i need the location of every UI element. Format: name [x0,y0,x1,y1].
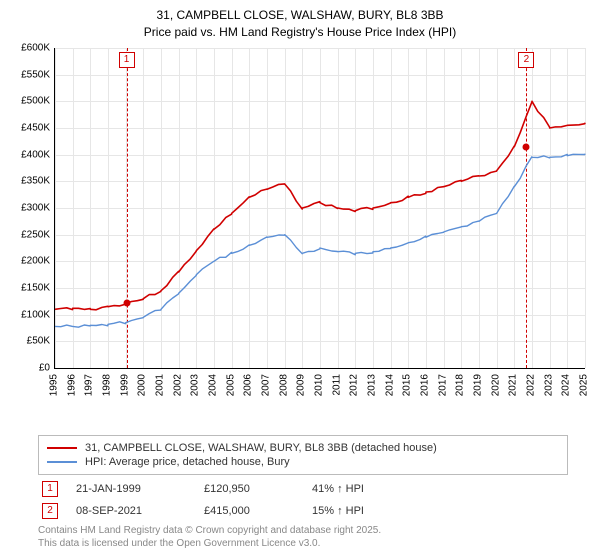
legend-swatch [47,447,77,449]
chart-subtitle: Price paid vs. HM Land Registry's House … [0,24,600,39]
chart-title: 31, CAMPBELL CLOSE, WALSHAW, BURY, BL8 3… [0,0,600,24]
x-tick-label: 2010 [314,374,325,396]
x-tick-label: 2013 [367,374,378,396]
x-tick-label: 2019 [473,374,484,396]
legend-item: 31, CAMPBELL CLOSE, WALSHAW, BURY, BL8 3… [47,441,559,455]
x-tick-label: 2000 [137,374,148,396]
legend-label: 31, CAMPBELL CLOSE, WALSHAW, BURY, BL8 3… [85,442,437,454]
x-tick-label: 1997 [84,374,95,396]
footer-line1: Contains HM Land Registry data © Crown c… [38,524,568,537]
plot-area: 12 [54,48,585,369]
y-tick-label: £150K [8,283,50,294]
y-tick-label: £500K [8,96,50,107]
x-tick-label: 2011 [331,374,342,396]
chart: 12 £0 £50K £100K £150K £200K £250K £300K £350K £… [8,48,592,398]
legend-item: HPI: Average price, detached house, Bury [47,455,559,469]
y-tick-label: £400K [8,149,50,160]
event-relative: 15% ↑ HPI [312,505,432,517]
x-tick-label: 1999 [119,374,130,396]
y-tick-label: £350K [8,176,50,187]
series-svg [55,48,585,368]
event-row: 1 21-JAN-1999 £120,950 41% ↑ HPI [38,478,568,500]
gridline-v [585,48,586,368]
event-number: 1 [42,481,58,497]
x-tick-label: 2005 [225,374,236,396]
x-tick-label: 2008 [278,374,289,396]
event-date: 08-SEP-2021 [76,505,186,517]
x-tick-label: 2009 [296,374,307,396]
y-tick-label: £200K [8,256,50,267]
x-tick-label: 2025 [579,374,590,396]
x-tick-label: 2006 [243,374,254,396]
footer-line2: This data is licensed under the Open Gov… [38,537,568,550]
y-tick-label: £600K [8,43,50,54]
x-tick-label: 2024 [561,374,572,396]
x-tick-label: 2014 [384,374,395,396]
x-tick-label: 1998 [102,374,113,396]
x-tick-label: 2004 [208,374,219,396]
y-tick-label: £250K [8,229,50,240]
x-tick-label: 2016 [420,374,431,396]
x-tick-label: 2023 [543,374,554,396]
event-number: 2 [42,503,58,519]
y-tick-label: £0 [8,363,50,374]
legend-label: HPI: Average price, detached house, Bury [85,456,290,468]
legend: 31, CAMPBELL CLOSE, WALSHAW, BURY, BL8 3… [38,435,568,475]
footer-attribution: Contains HM Land Registry data © Crown c… [38,524,568,550]
event-relative: 41% ↑ HPI [312,483,432,495]
y-tick-label: £50K [8,336,50,347]
x-tick-label: 1995 [49,374,60,396]
series-line [55,101,585,309]
x-tick-label: 1996 [66,374,77,396]
x-tick-label: 2020 [490,374,501,396]
x-tick-label: 2021 [508,374,519,396]
x-tick-label: 2018 [455,374,466,396]
y-tick-label: £550K [8,69,50,80]
legend-swatch [47,461,77,463]
events-table: 1 21-JAN-1999 £120,950 41% ↑ HPI 2 08-SEP-202… [38,478,568,522]
x-tick-label: 2022 [526,374,537,396]
x-tick-label: 2002 [172,374,183,396]
x-tick-label: 2003 [190,374,201,396]
event-date: 21-JAN-1999 [76,483,186,495]
x-tick-label: 2015 [402,374,413,396]
x-tick-label: 2017 [437,374,448,396]
event-row: 2 08-SEP-2021 £415,000 15% ↑ HPI [38,500,568,522]
event-price: £415,000 [204,505,294,517]
y-tick-label: £300K [8,203,50,214]
y-tick-label: £100K [8,309,50,320]
x-tick-label: 2007 [261,374,272,396]
y-tick-label: £450K [8,123,50,134]
event-price: £120,950 [204,483,294,495]
x-tick-label: 2001 [155,374,166,396]
x-tick-label: 2012 [349,374,360,396]
